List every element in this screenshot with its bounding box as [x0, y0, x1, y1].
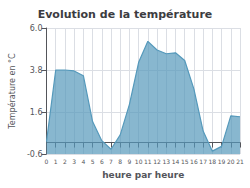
svg-text:heure par heure: heure par heure [102, 170, 184, 180]
svg-text:3.8: 3.8 [30, 66, 43, 75]
svg-text:3: 3 [72, 158, 76, 165]
svg-text:Evolution de la température: Evolution de la température [38, 8, 213, 21]
svg-text:-0.6: -0.6 [27, 150, 43, 159]
svg-text:9: 9 [128, 158, 132, 165]
svg-text:6.0: 6.0 [30, 24, 43, 33]
svg-text:7: 7 [109, 158, 113, 165]
svg-text:13: 13 [162, 158, 170, 165]
svg-text:0: 0 [45, 158, 49, 165]
svg-text:5: 5 [91, 158, 95, 165]
svg-text:16: 16 [190, 158, 198, 165]
svg-text:11: 11 [144, 158, 152, 165]
svg-text:21: 21 [236, 158, 244, 165]
svg-text:14: 14 [172, 158, 180, 165]
svg-text:Température en °C: Température en °C [7, 53, 17, 130]
svg-text:2: 2 [63, 158, 67, 165]
svg-text:19: 19 [218, 158, 226, 165]
svg-text:17: 17 [199, 158, 207, 165]
svg-text:8: 8 [118, 158, 122, 165]
svg-text:4: 4 [81, 158, 85, 165]
svg-text:6: 6 [100, 158, 104, 165]
svg-text:10: 10 [135, 158, 143, 165]
svg-text:18: 18 [209, 158, 217, 165]
svg-text:20: 20 [227, 158, 235, 165]
svg-text:1.6: 1.6 [30, 108, 43, 117]
svg-text:15: 15 [181, 158, 189, 165]
svg-text:12: 12 [153, 158, 161, 165]
svg-text:1: 1 [54, 158, 58, 165]
